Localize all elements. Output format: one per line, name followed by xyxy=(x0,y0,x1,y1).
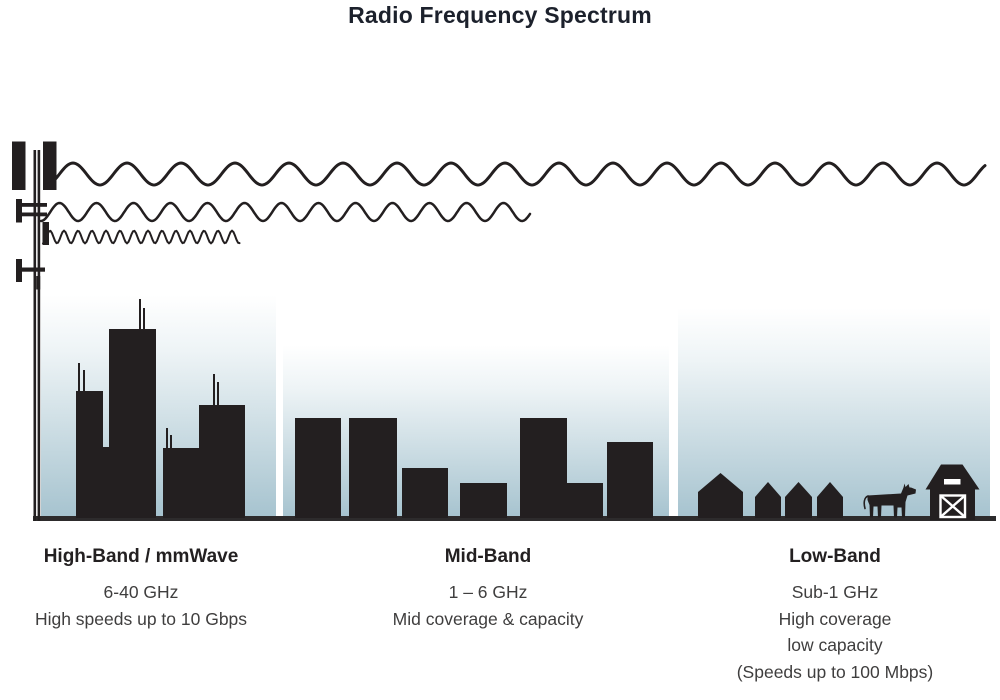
mid-building xyxy=(402,468,448,518)
mid-building xyxy=(607,442,653,518)
skyscraper xyxy=(163,448,200,518)
band-desc-mid: Mid coverage & capacity xyxy=(392,608,584,629)
band-desc-high: High speeds up to 10 Gbps xyxy=(34,608,248,629)
band-range-low: Sub-1 GHz xyxy=(791,582,879,602)
house-icon xyxy=(698,473,743,518)
band-desc-low-3: (Speeds up to 100 Mbps) xyxy=(736,661,934,682)
radio-waves-layer xyxy=(39,161,987,245)
radio-wave-mid xyxy=(39,201,532,223)
house-icon xyxy=(755,482,781,518)
cow-icon xyxy=(863,483,916,518)
band-desc-low-2: low capacity xyxy=(787,635,883,655)
band-range-high: 6-40 GHz xyxy=(103,582,179,602)
band-heading-low: Low-Band xyxy=(789,546,881,567)
barn-icon xyxy=(925,464,980,520)
mid-building xyxy=(295,418,341,518)
spectrum-illustration xyxy=(12,141,996,521)
mid-building xyxy=(520,418,567,518)
band-heading-mid: Mid-Band xyxy=(444,546,532,567)
skyscraper xyxy=(109,329,156,518)
scenery-layer xyxy=(33,295,996,521)
mid-building xyxy=(460,483,507,518)
house-icon xyxy=(817,482,843,518)
cell-tower-icon xyxy=(12,141,57,521)
band-label-high: High-Band / mmWave 6-40 GHz High speeds … xyxy=(11,546,271,632)
mid-building xyxy=(567,483,603,518)
band-range-mid: 1 – 6 GHz xyxy=(448,582,528,602)
radio-wave-high xyxy=(42,229,241,245)
band-label-mid: Mid-Band 1 – 6 GHz Mid coverage & capaci… xyxy=(358,546,618,632)
radio-wave-low xyxy=(44,161,987,187)
band-desc-low-1: High coverage xyxy=(778,608,892,629)
ground-line xyxy=(33,516,996,521)
skyscraper xyxy=(103,447,109,518)
band-label-low: Low-Band Sub-1 GHz High coverage low cap… xyxy=(705,546,965,685)
page-title: Radio Frequency Spectrum xyxy=(348,2,652,28)
skyscraper xyxy=(199,405,245,518)
skyscraper xyxy=(76,391,103,518)
band-heading-high: High-Band / mmWave xyxy=(43,546,239,567)
mid-building xyxy=(349,418,397,518)
house-icon xyxy=(785,482,812,518)
